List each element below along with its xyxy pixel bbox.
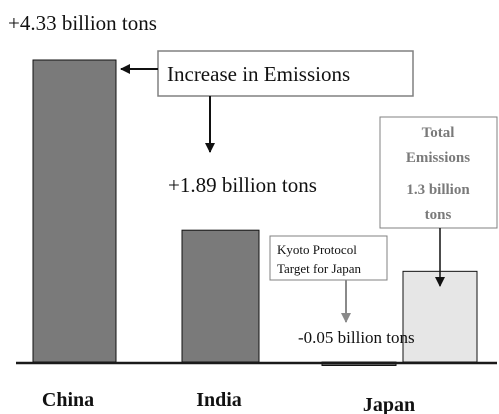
- bar-china: [32, 59, 117, 363]
- total-callout-line-4: tons: [425, 207, 452, 223]
- bar-india: [181, 229, 260, 363]
- value-label-china: +4.33 billion tons: [8, 11, 157, 35]
- value-label-india: +1.89 billion tons: [168, 173, 317, 197]
- category-label-india: India: [196, 389, 242, 411]
- kyoto-callout-line-2: Target for Japan: [277, 261, 362, 276]
- kyoto-callout-box: [269, 235, 388, 281]
- total-callout-line-2: Emissions: [406, 150, 470, 166]
- total-callout-line-3: 1.3 billion: [406, 182, 470, 198]
- value-label-japan: -0.05 billion tons: [298, 328, 415, 347]
- category-label-china: China: [42, 389, 94, 411]
- kyoto-callout-line-1: Kyoto Protocol: [277, 242, 357, 257]
- category-label-japan: Japan: [363, 394, 415, 414]
- increase-callout-label: Increase in Emissions: [167, 62, 350, 86]
- bar-japan-total: [402, 270, 478, 363]
- total-callout-box: [379, 116, 498, 229]
- total-callout-line-1: Total: [422, 125, 455, 141]
- increase-callout-box: [157, 50, 414, 97]
